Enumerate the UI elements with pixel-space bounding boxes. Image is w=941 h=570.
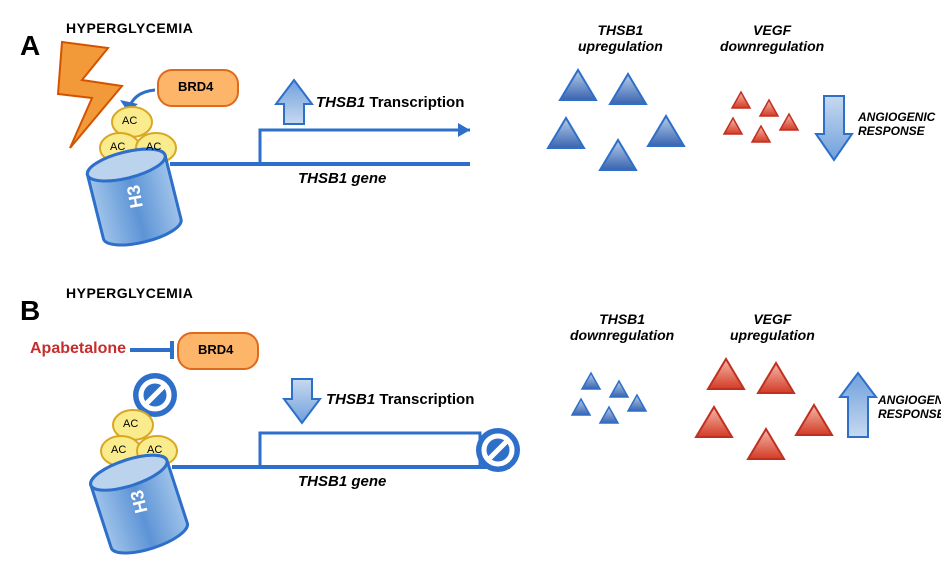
- response-1: ANGIOGENIC: [858, 110, 935, 124]
- thsb1-title: THSB1 upregulation: [578, 22, 663, 54]
- vegf-title: VEGF downregulation: [720, 22, 824, 54]
- response-2: RESPONSE: [858, 124, 935, 138]
- brd4-text-b: BRD4: [198, 342, 233, 357]
- brd4-text: BRD4: [178, 79, 213, 94]
- ac-text-b1: AC: [123, 418, 138, 430]
- ac-text-b3: AC: [147, 444, 162, 456]
- panel-b: B HYPERGLYCEMIA Apabetalone BRD4 AC AC A…: [0, 285, 941, 570]
- transcription-word: Transcription: [369, 94, 464, 111]
- transcription-gene: THSB1: [316, 94, 365, 111]
- thsb1-title-b: THSB1 downregulation: [570, 311, 674, 343]
- ac-text-3: AC: [146, 141, 161, 153]
- drug-label: Apabetalone: [30, 340, 126, 358]
- condition-label: HYPERGLYCEMIA: [66, 20, 193, 36]
- up-arrow-icon-b: [840, 373, 876, 437]
- transcription-arrow-icon: [260, 123, 470, 164]
- response-label: ANGIOGENIC RESPONSE: [858, 110, 935, 138]
- ac-text-b2: AC: [111, 444, 126, 456]
- h3-text: H3: [123, 183, 148, 209]
- ac-text-1: AC: [122, 115, 137, 127]
- response-2-b: RESPONSE: [878, 407, 941, 421]
- up-arrow-icon: [276, 80, 312, 124]
- transcription-label: THSB1 Transcription: [316, 94, 464, 111]
- transcription-word-b: Transcription: [379, 391, 474, 408]
- thsb1-dir-b: downregulation: [570, 327, 674, 343]
- vegf-name-b: VEGF: [730, 311, 815, 327]
- down-arrow-small-icon: [284, 379, 320, 423]
- gene-label: THSB1 gene: [298, 170, 386, 187]
- response-label-b: ANGIOGENIC RESPONSE: [878, 393, 941, 421]
- vegf-triangles-b: [696, 359, 832, 459]
- response-1-b: ANGIOGENIC: [878, 393, 941, 407]
- panel-a: A HYPERGLYCEMIA BRD4 AC AC AC H3 THSB1 g…: [0, 0, 941, 280]
- thsb1-dir: upregulation: [578, 38, 663, 54]
- transcription-box-icon: [260, 433, 480, 467]
- panel-letter: A: [20, 30, 40, 62]
- transcription-label-b: THSB1 Transcription: [326, 391, 474, 408]
- transcription-gene-b: THSB1: [326, 391, 375, 408]
- lightning-icon: [58, 42, 122, 148]
- gene-label-b: THSB1 gene: [298, 473, 386, 490]
- vegf-triangles: [724, 92, 798, 142]
- panel-letter-b: B: [20, 295, 40, 327]
- thsb1-triangles-b: [572, 373, 646, 423]
- vegf-title-b: VEGF upregulation: [730, 311, 815, 343]
- vegf-name: VEGF: [720, 22, 824, 38]
- vegf-dir: downregulation: [720, 38, 824, 54]
- down-arrow-icon: [816, 96, 852, 160]
- condition-label-b: HYPERGLYCEMIA: [66, 285, 193, 301]
- thsb1-name: THSB1: [578, 22, 663, 38]
- thsb1-name-b: THSB1: [570, 311, 674, 327]
- ac-text-2: AC: [110, 141, 125, 153]
- thsb1-triangles: [548, 70, 684, 170]
- block-icon-2: [476, 428, 520, 472]
- vegf-dir-b: upregulation: [730, 327, 815, 343]
- inhibit-line-icon: [130, 341, 172, 359]
